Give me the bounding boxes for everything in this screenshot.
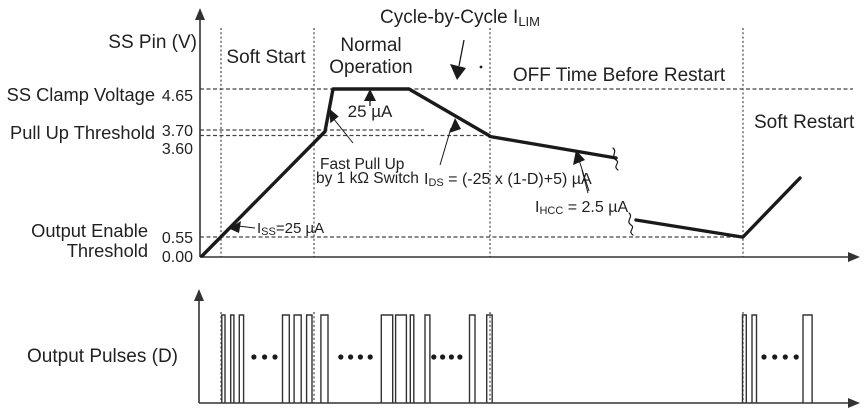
svg-text:3.60: 3.60 <box>162 141 193 158</box>
svg-text:Operation: Operation <box>329 57 412 78</box>
svg-text:SS Clamp Voltage: SS Clamp Voltage <box>7 84 155 105</box>
svg-text:0.00: 0.00 <box>162 249 193 266</box>
svg-text:Pull Up Threshold: Pull Up Threshold <box>10 122 155 143</box>
svg-text:0.55: 0.55 <box>162 230 193 247</box>
svg-text:4.65: 4.65 <box>162 88 193 105</box>
svg-text:OFF Time Before Restart: OFF Time Before Restart <box>513 65 726 86</box>
svg-text:Output Enable: Output Enable <box>31 220 148 241</box>
svg-text:Normal: Normal <box>340 35 401 56</box>
svg-text:3.70: 3.70 <box>162 123 193 140</box>
svg-text:25 µA: 25 µA <box>348 102 393 121</box>
svg-text:by 1 kΩ Switch: by 1 kΩ Switch <box>316 170 419 187</box>
svg-text:Output Pulses (D): Output Pulses (D) <box>27 346 178 367</box>
svg-text:Cycle-by-Cycle ILIM: Cycle-by-Cycle ILIM <box>380 7 540 29</box>
svg-text:Soft Restart: Soft Restart <box>754 112 855 133</box>
svg-text:IDS = (-25 x (1-D)+5) µA: IDS = (-25 x (1-D)+5) µA <box>424 171 592 189</box>
svg-text:SS Pin (V): SS Pin (V) <box>108 32 197 53</box>
svg-text:Soft Start: Soft Start <box>226 47 306 68</box>
svg-text:Threshold: Threshold <box>67 240 148 261</box>
